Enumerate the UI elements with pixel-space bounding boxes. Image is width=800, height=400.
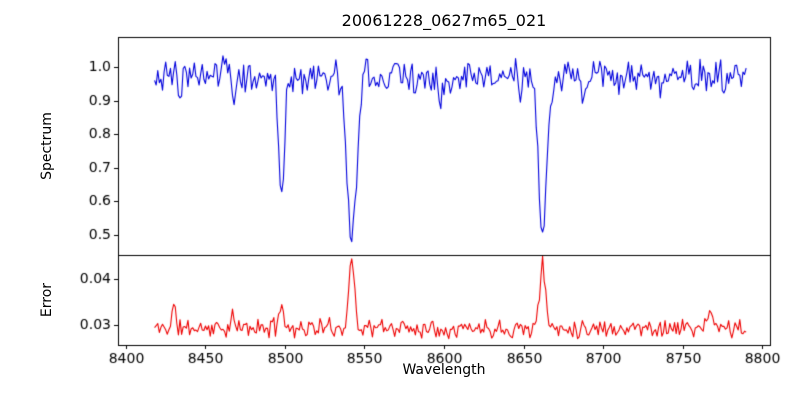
error-y-axis-label: Error: [39, 282, 55, 318]
x-axis-label: Wavelength: [402, 362, 486, 378]
chart-title: 20061228_0627m65_021: [341, 11, 547, 30]
spectrum-y-axis-label: Spectrum: [39, 112, 55, 180]
